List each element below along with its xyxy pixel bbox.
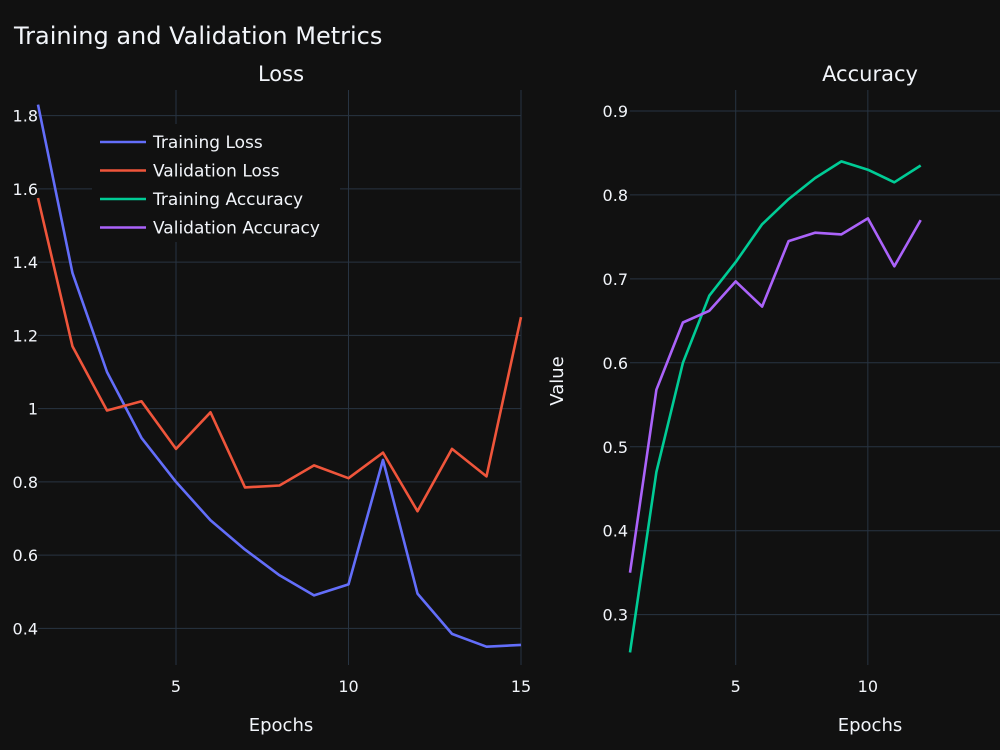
validation-loss-line bbox=[36, 197, 523, 513]
legend-label: Validation Accuracy bbox=[153, 219, 320, 239]
accuracy-y-tick-label: 0.8 bbox=[603, 186, 628, 205]
legend-label: Validation Loss bbox=[153, 162, 280, 182]
loss-x-tick-label: 15 bbox=[511, 677, 531, 696]
accuracy-panel-title: Accuracy bbox=[822, 62, 918, 86]
loss-ticks: 0.4 0.6 0.8 1 1.2 1.4 1.6 1.8 5 10 15 bbox=[13, 107, 532, 696]
chart-title: Training and Validation Metrics bbox=[13, 22, 382, 50]
legend-item: Validation Accuracy bbox=[100, 219, 320, 239]
accuracy-x-tick-label: 5 bbox=[731, 677, 741, 696]
loss-x-tick-label: 10 bbox=[338, 677, 358, 696]
accuracy-x-axis-title: Epochs bbox=[838, 715, 903, 736]
training-loss-line bbox=[36, 104, 522, 649]
loss-y-tick-label: 0.4 bbox=[13, 619, 38, 638]
legend-label: Training Loss bbox=[152, 133, 263, 153]
loss-y-tick-label: 1 bbox=[28, 400, 38, 419]
loss-y-tick-label: 0.6 bbox=[13, 546, 38, 565]
legend: Training Loss Validation Loss Training Acc… bbox=[92, 124, 340, 242]
accuracy-y-axis-title: Value bbox=[547, 356, 568, 405]
loss-x-axis-title: Epochs bbox=[249, 715, 314, 736]
legend-item: Training Loss bbox=[100, 133, 263, 153]
loss-y-tick-label: 1.4 bbox=[13, 253, 38, 272]
accuracy-y-tick-label: 0.4 bbox=[603, 522, 628, 541]
loss-x-tick-label: 5 bbox=[171, 677, 181, 696]
accuracy-y-tick-label: 0.9 bbox=[603, 102, 628, 121]
accuracy-ticks: 0.3 0.4 0.5 0.6 0.7 0.8 0.9 5 10 bbox=[603, 102, 878, 696]
accuracy-panel: Accuracy Epochs Value 0.3 0.4 0.5 0.6 0.7 0.8… bbox=[547, 62, 1000, 736]
legend-background bbox=[92, 124, 340, 242]
loss-panel-title: Loss bbox=[258, 62, 304, 86]
loss-y-tick-label: 0.8 bbox=[13, 473, 38, 492]
accuracy-y-tick-label: 0.6 bbox=[603, 354, 628, 373]
accuracy-x-tick-label: 10 bbox=[858, 677, 878, 696]
accuracy-y-tick-label: 0.3 bbox=[603, 606, 628, 625]
legend-item: Training Accuracy bbox=[100, 190, 303, 210]
validation-accuracy-line bbox=[628, 217, 922, 573]
accuracy-y-tick-label: 0.5 bbox=[603, 438, 628, 457]
loss-y-tick-label: 1.2 bbox=[13, 326, 38, 345]
accuracy-y-tick-label: 0.7 bbox=[603, 270, 628, 289]
loss-series bbox=[36, 104, 523, 649]
legend-label: Training Accuracy bbox=[152, 190, 303, 210]
loss-y-tick-label: 1.8 bbox=[13, 107, 38, 126]
loss-y-tick-label: 1.6 bbox=[13, 180, 38, 199]
accuracy-grid bbox=[630, 90, 1000, 665]
training-accuracy-line bbox=[628, 160, 922, 653]
accuracy-series bbox=[628, 160, 922, 653]
legend-item: Validation Loss bbox=[100, 162, 280, 182]
